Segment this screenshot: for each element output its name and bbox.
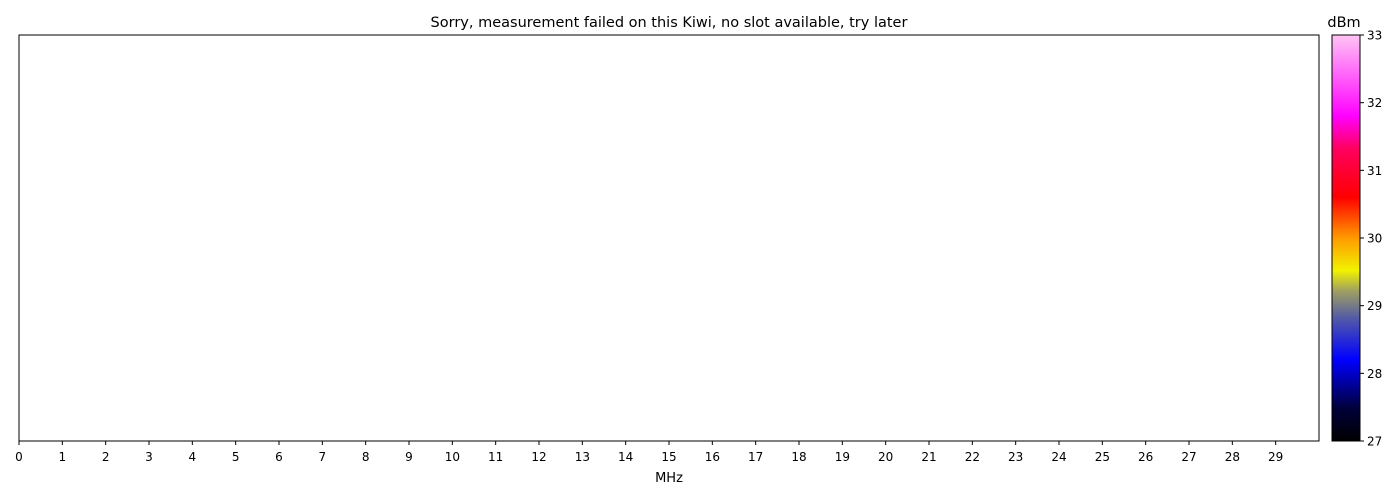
chart-title: Sorry, measurement failed on this Kiwi, … bbox=[431, 15, 908, 31]
x-tick-label: 8 bbox=[362, 450, 370, 464]
x-tick-label: 24 bbox=[1051, 450, 1066, 464]
colorbar-axis: 27 28 29 30 31 32 33 bbox=[1360, 29, 1382, 449]
x-tick-label: 5 bbox=[232, 450, 240, 464]
colorbar-tick-label: 29 bbox=[1367, 299, 1382, 313]
x-tick-label: 19 bbox=[835, 450, 850, 464]
x-axis: 0 1 2 3 4 5 6 7 8 9 10 11 12 13 14 15 16 17 18 19 20 21 22 23 24… bbox=[15, 441, 1283, 464]
x-tick-label: 25 bbox=[1095, 450, 1110, 464]
colorbar-tick-label: 32 bbox=[1367, 96, 1382, 110]
x-tick-label: 7 bbox=[319, 450, 327, 464]
x-tick-label: 27 bbox=[1181, 450, 1196, 464]
x-tick-label: 4 bbox=[189, 450, 197, 464]
x-tick-label: 23 bbox=[1008, 450, 1023, 464]
x-tick-label: 1 bbox=[59, 450, 67, 464]
colorbar-tick-label: 27 bbox=[1367, 435, 1382, 449]
plot-area bbox=[18, 34, 1320, 442]
x-tick-label: 12 bbox=[531, 450, 546, 464]
x-tick-label: 21 bbox=[921, 450, 936, 464]
x-tick-label: 2 bbox=[102, 450, 110, 464]
x-tick-label: 16 bbox=[705, 450, 720, 464]
x-tick-label: 29 bbox=[1268, 450, 1283, 464]
x-tick-label: 15 bbox=[661, 450, 676, 464]
colorbar-tick-label: 31 bbox=[1367, 164, 1382, 178]
x-tick-label: 28 bbox=[1225, 450, 1240, 464]
colorbar-tick-label: 33 bbox=[1367, 29, 1382, 43]
colorbar-tick-label: 28 bbox=[1367, 367, 1382, 381]
x-tick-label: 14 bbox=[618, 450, 633, 464]
colorbar-tick-label: 30 bbox=[1367, 232, 1382, 246]
x-tick-label: 11 bbox=[488, 450, 503, 464]
x-tick-label: 10 bbox=[445, 450, 460, 464]
x-axis-label: MHz bbox=[655, 471, 683, 486]
x-tick-label: 22 bbox=[965, 450, 980, 464]
x-tick-label: 13 bbox=[575, 450, 590, 464]
x-tick-label: 26 bbox=[1138, 450, 1153, 464]
x-tick-label: 20 bbox=[878, 450, 893, 464]
x-tick-label: 3 bbox=[145, 450, 153, 464]
x-tick-label: 9 bbox=[405, 450, 413, 464]
x-tick-label: 0 bbox=[15, 450, 23, 464]
x-tick-label: 6 bbox=[275, 450, 283, 464]
x-tick-label: 17 bbox=[748, 450, 763, 464]
x-tick-label: 18 bbox=[791, 450, 806, 464]
colorbar bbox=[1331, 34, 1361, 442]
colorbar-label: dBm bbox=[1327, 15, 1360, 31]
